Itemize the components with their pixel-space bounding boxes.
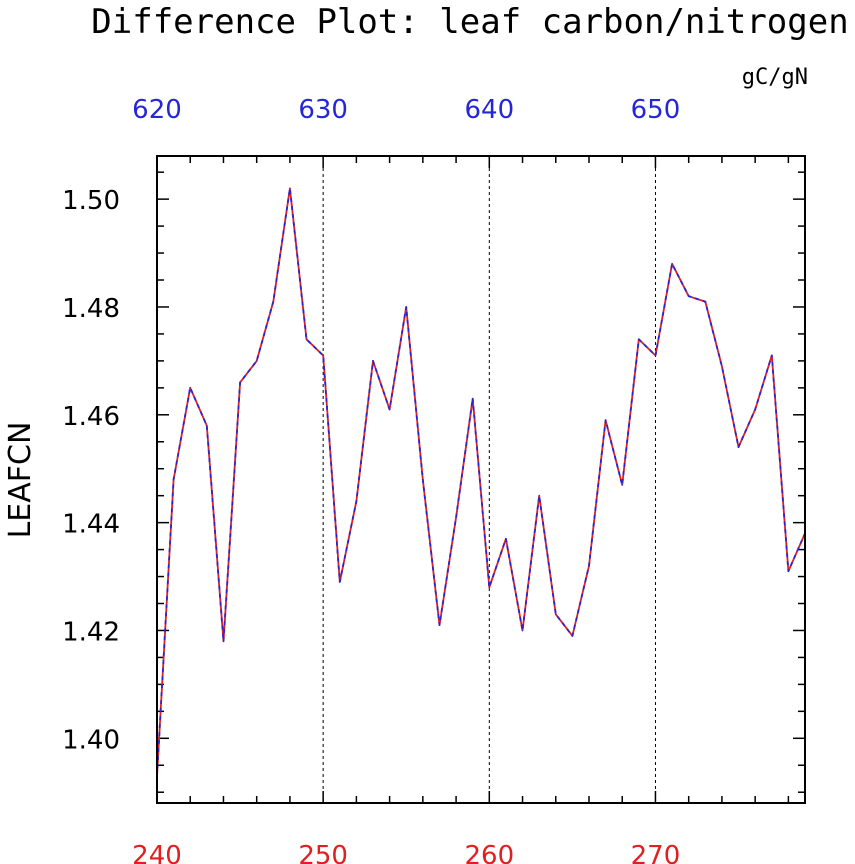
data-point: [239, 381, 241, 384]
data-point: [721, 365, 723, 367]
data-point: [555, 613, 557, 615]
y-tick-label: 1.46: [62, 402, 120, 432]
x-tick-label-top: 650: [631, 95, 681, 125]
data-point: [322, 354, 324, 357]
x-tick-label-bottom: 250: [298, 841, 348, 864]
data-point: [787, 570, 789, 572]
data-point: [355, 500, 357, 502]
data-point: [688, 295, 690, 297]
plot-frame: [156, 155, 806, 804]
data-point: [422, 478, 424, 481]
data-point: [256, 360, 258, 362]
data-point: [671, 263, 673, 265]
data-point: [372, 360, 374, 362]
tick-labels: 240 250 260 270 620 630 640 650 1.40 1.42 1.44 1.46…: [62, 95, 680, 864]
y-tick-label: 1.48: [62, 294, 120, 324]
data-point: [505, 538, 507, 540]
y-tick-label: 1.44: [62, 510, 120, 540]
data-point: [704, 300, 706, 303]
data-point: [405, 306, 407, 308]
y-tick-label: 1.50: [62, 186, 120, 216]
data-point: [621, 484, 623, 486]
data-point: [754, 408, 756, 411]
y-axis-label: LEAFCN: [3, 422, 38, 539]
y-tick-label: 1.40: [62, 725, 120, 755]
series-line-0: [156, 187, 806, 777]
data-point: [588, 565, 590, 567]
data-point: [605, 419, 607, 421]
data-point: [472, 398, 474, 400]
data-point: [521, 629, 524, 632]
data-point: [455, 516, 457, 518]
series-line-1: [156, 187, 806, 777]
data-point: [272, 300, 274, 303]
data-point: [173, 478, 175, 481]
x-tick-label-bottom: 270: [631, 841, 681, 864]
data-point: [571, 635, 573, 637]
data-point: [638, 338, 640, 340]
data-point: [438, 624, 441, 626]
axis-ticks: [156, 156, 805, 803]
x-tick-label-top: 620: [132, 95, 182, 125]
data-point: [206, 424, 208, 427]
data-point: [222, 640, 225, 642]
data-point: [389, 408, 391, 411]
data-point: [488, 586, 490, 588]
x-tick-label-top: 630: [298, 95, 348, 125]
x-tick-label-bottom: 260: [464, 841, 514, 864]
chart-title: Difference Plot: leaf carbon/nitrogen: [91, 2, 848, 42]
vertical-gridlines: [322, 156, 656, 803]
data-series: [156, 187, 806, 777]
y-tick-label: 1.42: [62, 617, 120, 647]
x-tick-label-top: 640: [464, 95, 514, 125]
data-point: [289, 187, 291, 189]
units-label: gC/gN: [742, 65, 808, 90]
data-point: [189, 387, 191, 389]
data-point: [305, 338, 308, 340]
data-point: [654, 354, 657, 357]
data-point: [339, 581, 341, 583]
data-point: [737, 446, 740, 448]
data-point: [771, 354, 773, 357]
x-tick-label-bottom: 240: [132, 841, 182, 864]
data-point: [538, 495, 540, 497]
